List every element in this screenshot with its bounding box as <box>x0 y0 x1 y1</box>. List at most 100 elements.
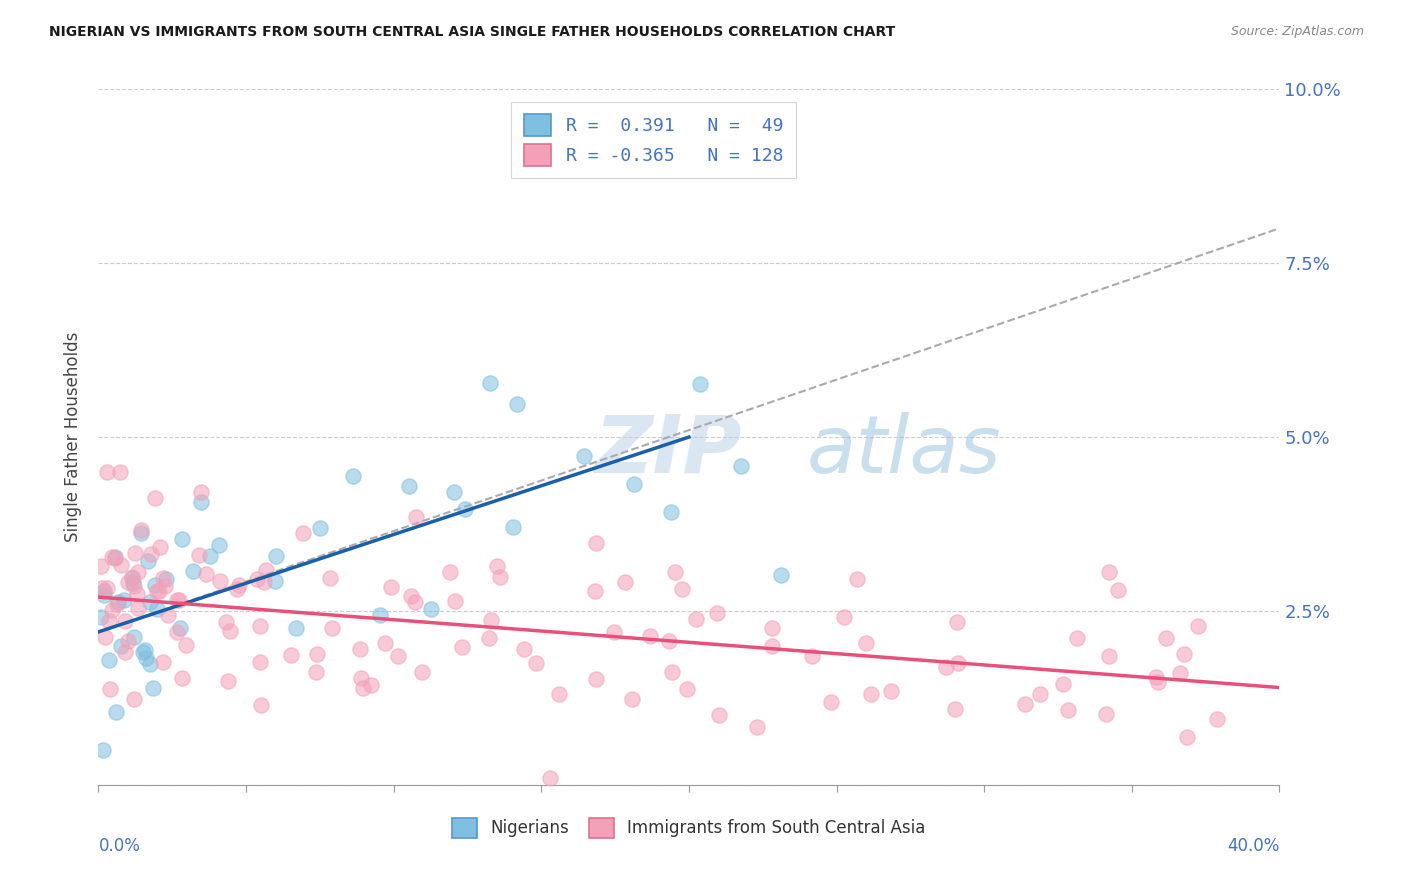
Point <box>374 635 396 649</box>
Point <box>1098 648 1121 663</box>
Point <box>1107 583 1129 598</box>
Point <box>249 655 271 669</box>
Point <box>603 624 626 639</box>
Point <box>620 692 643 706</box>
Point <box>250 698 273 712</box>
Point <box>1066 632 1088 646</box>
Point <box>110 639 132 653</box>
Point <box>860 687 883 701</box>
Point <box>101 549 124 564</box>
Point <box>93 743 115 757</box>
Point <box>146 601 169 615</box>
Point <box>254 563 277 577</box>
Text: ZIP: ZIP <box>595 412 742 490</box>
Point <box>121 572 143 586</box>
Point <box>117 574 139 589</box>
Point <box>478 632 501 646</box>
Point <box>167 593 190 607</box>
Point <box>143 491 166 505</box>
Point <box>486 559 509 574</box>
Point <box>319 571 342 585</box>
Text: atlas: atlas <box>807 412 1002 490</box>
Point <box>107 595 129 609</box>
Point <box>943 702 966 716</box>
Point <box>623 477 645 491</box>
Point <box>380 580 402 594</box>
Point <box>1177 731 1199 745</box>
Point <box>215 615 238 630</box>
Point <box>249 619 271 633</box>
Point <box>349 671 371 685</box>
Point <box>730 459 752 474</box>
Point <box>114 645 136 659</box>
Point <box>538 771 561 785</box>
Point <box>148 584 170 599</box>
Point <box>450 640 472 654</box>
Point <box>190 485 212 500</box>
Point <box>1029 687 1052 701</box>
Point <box>117 634 139 648</box>
Point <box>134 642 156 657</box>
Point <box>479 613 502 627</box>
Point <box>855 636 877 650</box>
Point <box>166 593 188 607</box>
Point <box>658 633 681 648</box>
Point <box>152 656 174 670</box>
Point <box>1154 632 1177 646</box>
Point <box>285 621 308 635</box>
Point <box>174 638 197 652</box>
Point <box>291 526 314 541</box>
Point <box>121 570 143 584</box>
Point <box>640 629 662 643</box>
Point <box>761 621 783 635</box>
Point <box>420 602 443 616</box>
Point <box>208 574 231 589</box>
Point <box>360 678 382 692</box>
Point <box>142 681 165 695</box>
Point <box>101 603 124 617</box>
Point <box>689 376 711 391</box>
Point <box>132 644 155 658</box>
Point <box>93 588 115 602</box>
Point <box>155 573 177 587</box>
Text: NIGERIAN VS IMMIGRANTS FROM SOUTH CENTRAL ASIA SINGLE FATHER HOUSEHOLDS CORRELAT: NIGERIAN VS IMMIGRANTS FROM SOUTH CENTRA… <box>49 25 896 39</box>
Point <box>136 554 159 568</box>
Point <box>172 532 194 546</box>
Point <box>399 590 422 604</box>
Point <box>93 583 115 598</box>
Point <box>800 649 823 664</box>
Point <box>98 681 121 696</box>
Point <box>98 614 121 628</box>
Point <box>761 640 783 654</box>
Point <box>321 621 343 635</box>
Point <box>845 572 868 586</box>
Point <box>187 548 209 562</box>
Point <box>152 570 174 584</box>
Point <box>946 615 969 629</box>
Point <box>96 581 118 595</box>
Point <box>664 565 686 579</box>
Point <box>125 587 148 601</box>
Y-axis label: Single Father Households: Single Father Households <box>65 332 83 542</box>
Point <box>1206 712 1229 726</box>
Point <box>488 570 510 584</box>
Point <box>1144 670 1167 684</box>
Point <box>308 521 330 535</box>
Point <box>228 578 250 592</box>
Point <box>948 657 970 671</box>
Point <box>129 525 152 540</box>
Point <box>217 673 239 688</box>
Point <box>1147 675 1170 690</box>
Point <box>280 648 302 662</box>
Point <box>832 610 855 624</box>
Text: Source: ZipAtlas.com: Source: ZipAtlas.com <box>1230 25 1364 38</box>
Point <box>124 691 146 706</box>
Point <box>820 695 842 709</box>
Point <box>1056 703 1078 717</box>
Point <box>110 465 132 479</box>
Point <box>207 538 229 552</box>
Point <box>342 468 364 483</box>
Point <box>169 622 191 636</box>
Point <box>349 642 371 657</box>
Point <box>398 479 420 493</box>
